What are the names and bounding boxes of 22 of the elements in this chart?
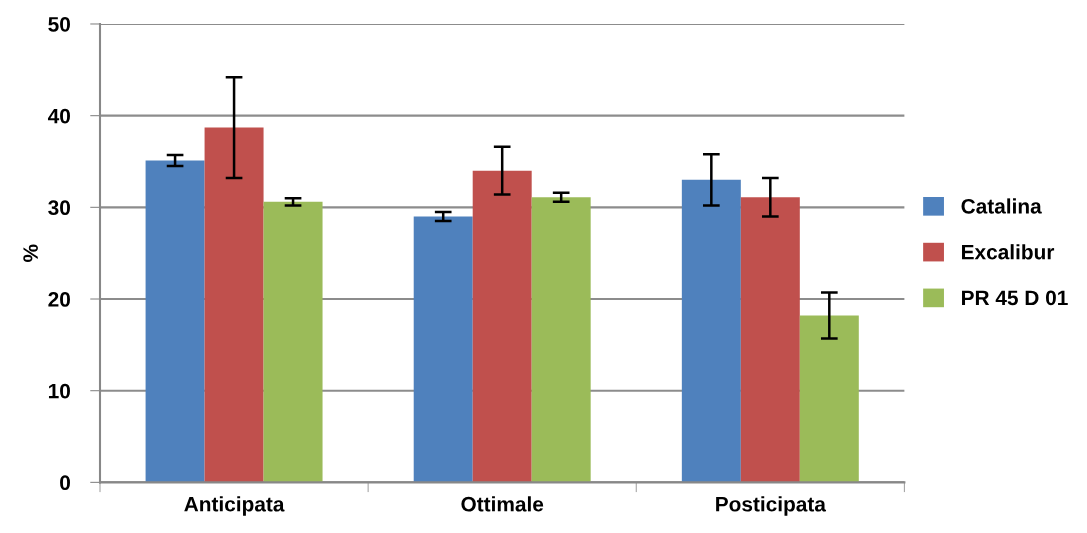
x-tick-label: Anticipata bbox=[184, 496, 285, 516]
bar bbox=[263, 201, 323, 483]
y-tick-label: 10 bbox=[48, 383, 70, 399]
bar bbox=[531, 197, 591, 483]
legend-label: Excalibur bbox=[962, 244, 1055, 260]
y-tick-label: 30 bbox=[48, 200, 70, 216]
y-axis-title: % bbox=[23, 244, 38, 262]
bar bbox=[472, 170, 532, 483]
legend-label: PR 45 D 01 bbox=[962, 290, 1068, 306]
y-tick-label: 50 bbox=[48, 16, 70, 32]
bar bbox=[681, 179, 741, 483]
bar bbox=[145, 160, 205, 483]
bar bbox=[413, 216, 473, 483]
bar bbox=[740, 197, 800, 483]
x-tick-label: Posticipata bbox=[716, 496, 827, 516]
bar bbox=[799, 315, 859, 483]
x-tick-label: Ottimale bbox=[461, 496, 544, 512]
y-tick-label: 20 bbox=[48, 292, 70, 307]
y-tick-label: 0 bbox=[60, 475, 70, 491]
y-tick-label: 40 bbox=[47, 108, 70, 124]
legend-label: Catalina bbox=[961, 198, 1042, 214]
bar bbox=[204, 127, 264, 483]
